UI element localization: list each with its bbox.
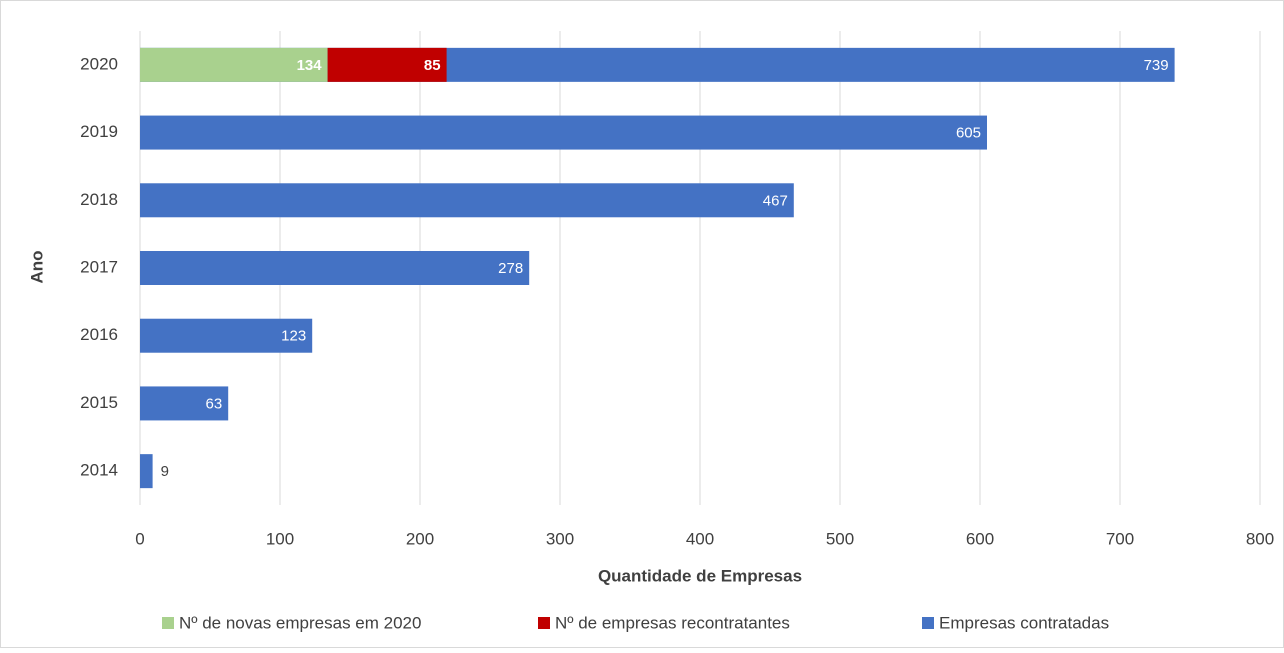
y-tick-label: 2018 [80,190,118,209]
y-tick-label: 2019 [80,122,118,141]
y-tick-label: 2015 [80,393,118,412]
bar [140,183,794,218]
y-tick-label: 2020 [80,54,118,73]
y-tick-label: 2014 [80,461,118,480]
x-axis-title: Quantidade de Empresas [598,566,802,585]
legend-label: Nº de empresas recontratantes [555,613,790,632]
x-tick-label: 700 [1106,529,1134,548]
data-label: 605 [956,125,981,142]
bar [140,115,987,150]
x-tick-label: 600 [966,529,994,548]
bar [140,454,153,489]
x-tick-label: 500 [826,529,854,548]
data-label: 467 [763,192,788,209]
x-tick-label: 400 [686,529,714,548]
legend-label: Empresas contratadas [939,613,1109,632]
x-tick-label: 0 [135,529,144,548]
x-tick-label: 800 [1246,529,1274,548]
data-label: 63 [206,395,223,412]
y-tick-label: 2017 [80,257,118,276]
y-tick-label: 2016 [80,325,118,344]
bar [140,318,313,353]
data-label: 739 [1144,57,1169,74]
bar [140,47,328,82]
data-label: 9 [161,463,169,480]
legend-swatch [922,617,934,629]
x-tick-label: 300 [546,529,574,548]
x-tick-label: 200 [406,529,434,548]
bar [327,47,447,82]
x-tick-label: 100 [266,529,294,548]
bar [140,386,229,421]
legend-swatch [538,617,550,629]
y-axis-title: Ano [27,250,46,283]
bar [140,251,530,285]
data-label: 134 [297,57,323,74]
legend-label: Nº de novas empresas em 2020 [179,613,421,632]
data-label: 85 [424,57,441,74]
data-label: 278 [498,260,523,277]
legend-swatch [162,617,174,629]
data-label: 123 [281,328,306,345]
